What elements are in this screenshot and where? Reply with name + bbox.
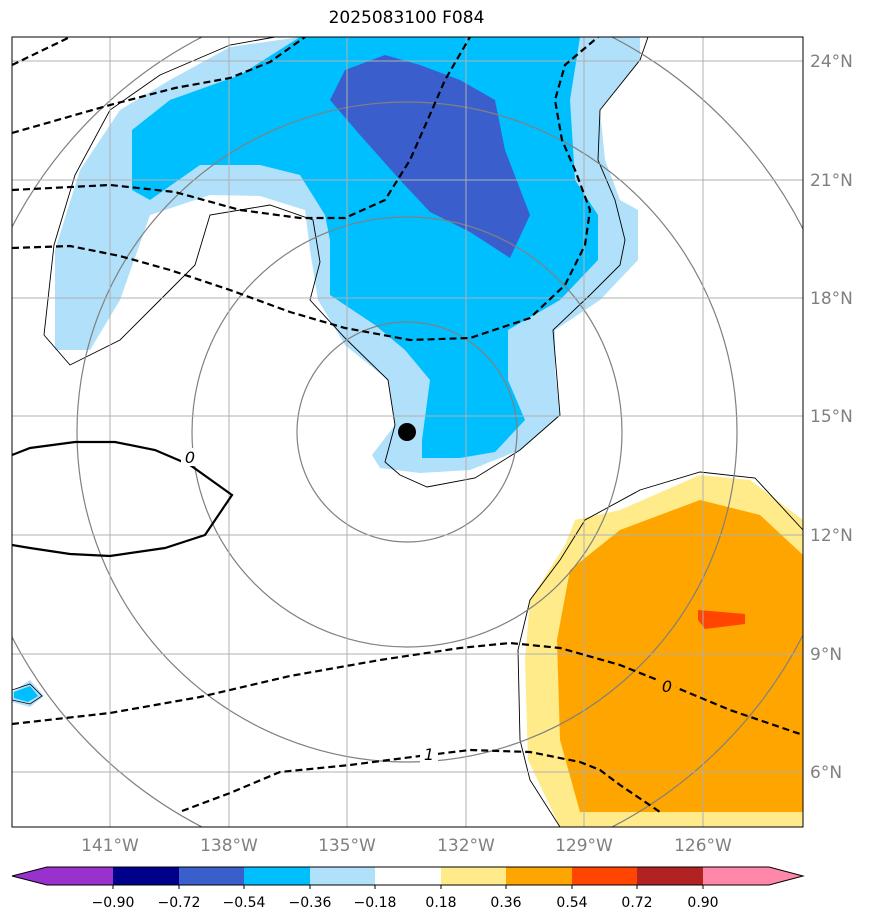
storm-center-marker (398, 423, 416, 441)
lon-label-126w: 126°W (674, 836, 732, 856)
range-ring-2 (191, 216, 623, 648)
lon-label-129w: 129°W (555, 836, 613, 856)
map-frame (11, 36, 804, 828)
lat-label-9n: 9°N (810, 645, 842, 665)
lat-label-24n: 24°N (810, 52, 853, 72)
contour-label-1: 1 (424, 745, 434, 764)
shade-royalblue-north (330, 55, 530, 258)
range-ring-1 (296, 321, 518, 543)
contour-solid-zero (12, 440, 234, 558)
contour-label-0-east: 0 (662, 677, 672, 696)
map-plot-area (12, 37, 803, 827)
colorbar-tick-7: 0.36 (490, 895, 521, 911)
colorbar-seg-8 (506, 867, 572, 885)
shade-red-southeast (698, 610, 745, 629)
colorbar-seg-5 (310, 867, 375, 885)
colorbar-seg-4 (244, 867, 310, 885)
colorbar (11, 866, 805, 889)
contour-label-0-west: 0 (185, 448, 195, 467)
lat-label-15n: 15°N (810, 407, 853, 427)
colorbar-tick-1: −0.90 (92, 895, 135, 911)
colorbar-tick-10: 0.90 (687, 895, 718, 911)
contour-label-bg-1 (420, 745, 438, 763)
colorbar-tick-3: −0.54 (223, 895, 266, 911)
colorbar-outline (11, 866, 805, 886)
lon-label-132w: 132°W (437, 836, 495, 856)
range-rings (12, 37, 803, 827)
colorbar-seg-6 (375, 867, 441, 885)
colorbar-tick-8: 0.54 (556, 895, 587, 911)
colorbar-extend-left (12, 867, 47, 885)
range-ring-3 (76, 101, 738, 763)
colorbar-seg-11 (703, 867, 769, 885)
colorbar-extend-right (769, 867, 803, 885)
contour-dashed-nw-2 (12, 37, 306, 135)
colorbar-seg-10 (637, 867, 703, 885)
colorbar-tick-2: −0.72 (158, 895, 201, 911)
lon-label-135w: 135°W (318, 836, 376, 856)
contour-label-bg-0-east (658, 677, 676, 695)
colorbar-seg-1 (47, 867, 113, 885)
map-title: 2025083100 F084 (328, 8, 485, 28)
lon-label-138w: 138°W (200, 836, 258, 856)
colorbar-seg-7 (441, 867, 506, 885)
dashed-contours (12, 37, 803, 813)
shade-cyan-west-small (14, 686, 38, 702)
lat-label-21n: 21°N (810, 171, 853, 191)
contour-dashed-south-1 (12, 641, 803, 737)
colorbar-seg-9 (572, 867, 637, 885)
lat-label-18n: 18°N (810, 289, 853, 309)
contour-label-bg-0-west (181, 448, 199, 466)
colorbar-seg-2 (113, 867, 179, 885)
lon-label-141w: 141°W (81, 836, 139, 856)
colorbar-tick-5: −0.18 (354, 895, 397, 911)
colorbar-seg-3 (179, 867, 244, 885)
colorbar-tick-9: 0.72 (621, 895, 652, 911)
shade-orange-southeast (557, 500, 803, 812)
gridlines (12, 37, 803, 827)
lat-label-12n: 12°N (810, 526, 853, 546)
outline-southeast (517, 471, 803, 827)
lat-label-6n: 6°N (810, 763, 842, 783)
colorbar-tick-6: 0.18 (425, 895, 456, 911)
colorbar-tick-4: −0.36 (289, 895, 332, 911)
contour-dashed-mid-1 (12, 37, 471, 220)
outline-west-small (12, 683, 43, 705)
